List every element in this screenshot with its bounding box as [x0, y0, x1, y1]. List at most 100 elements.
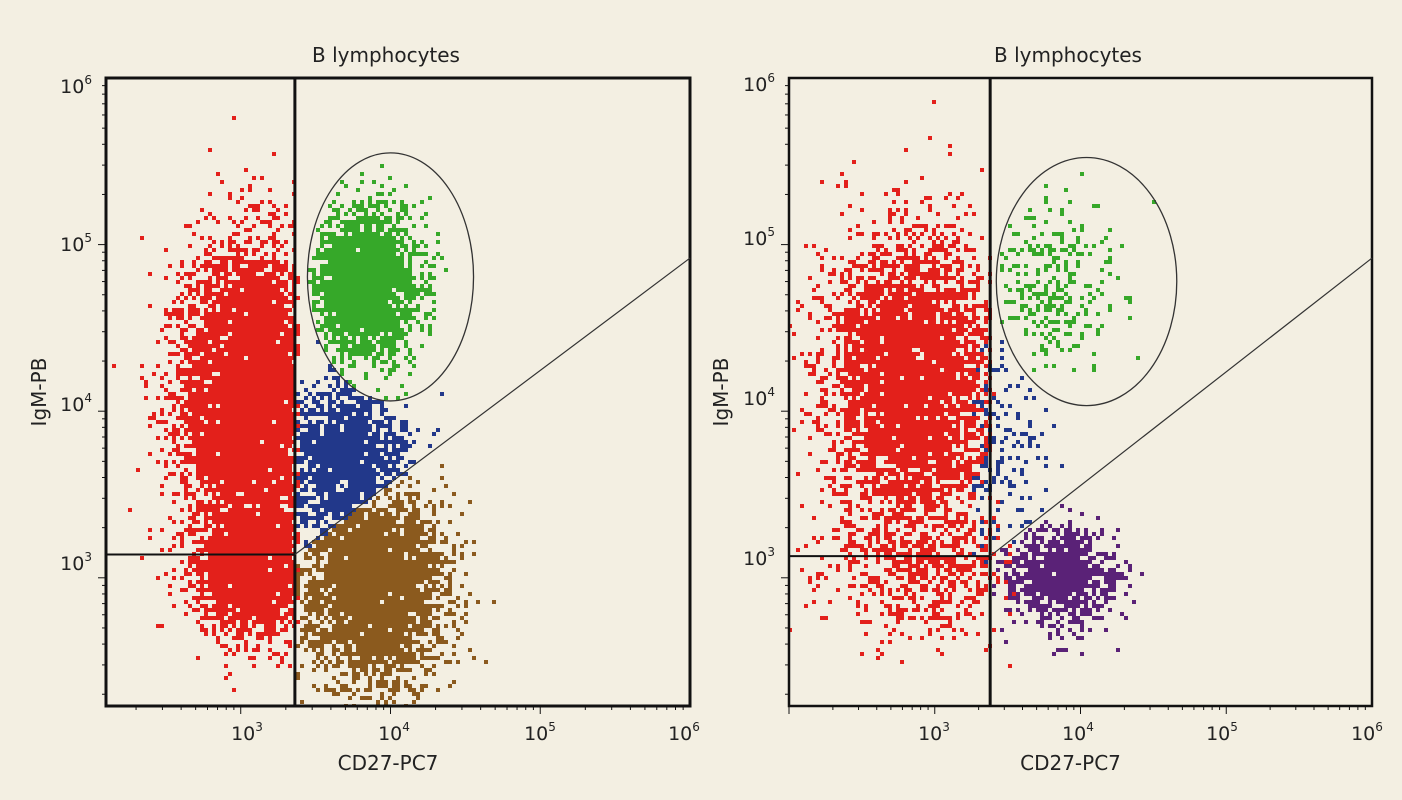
data-point	[260, 408, 264, 412]
data-point	[244, 248, 248, 252]
data-point	[272, 236, 276, 240]
data-point	[220, 544, 224, 548]
data-point	[200, 428, 204, 432]
data-point	[256, 344, 260, 348]
data-point	[160, 548, 164, 552]
data-point	[236, 268, 240, 272]
data-point	[264, 300, 268, 304]
data-point	[212, 264, 216, 268]
data-point	[268, 420, 272, 424]
data-point	[284, 336, 288, 340]
data-point	[224, 488, 228, 492]
data-point	[224, 256, 228, 260]
data-point	[204, 284, 208, 288]
data-point	[272, 252, 276, 256]
data-point	[268, 436, 272, 440]
data-point	[160, 420, 164, 424]
data-point	[216, 480, 220, 484]
data-point	[224, 440, 228, 444]
data-point	[232, 496, 236, 500]
data-point	[168, 360, 172, 364]
data-point	[188, 272, 192, 276]
data-point	[204, 424, 208, 428]
data-point	[200, 236, 204, 240]
data-point	[272, 312, 276, 316]
data-point	[180, 328, 184, 332]
data-point	[236, 524, 240, 528]
data-point	[196, 712, 200, 716]
data-point	[184, 320, 188, 324]
data-point	[200, 404, 204, 408]
data-point	[264, 260, 268, 264]
data-point	[140, 376, 144, 380]
data-point	[200, 448, 204, 452]
data-point	[232, 524, 236, 528]
data-point	[196, 436, 200, 440]
data-point	[184, 468, 188, 472]
data-point	[276, 216, 280, 220]
data-point	[208, 464, 212, 468]
data-point	[272, 416, 276, 420]
data-point	[208, 524, 212, 528]
data-point	[180, 336, 184, 340]
data-point	[256, 276, 260, 280]
data-point	[228, 512, 232, 516]
data-point	[232, 484, 236, 488]
data-point	[220, 388, 224, 392]
data-point	[260, 240, 264, 244]
data-point	[280, 532, 284, 536]
data-point	[264, 396, 268, 400]
data-point	[212, 284, 216, 288]
data-point	[228, 412, 232, 416]
data-point	[140, 556, 144, 560]
data-point	[224, 520, 228, 524]
data-point	[252, 408, 256, 412]
data-point	[176, 324, 180, 328]
data-point	[212, 464, 216, 468]
data-point	[256, 332, 260, 336]
data-point	[192, 528, 196, 532]
data-point	[212, 400, 216, 404]
data-point	[220, 244, 224, 248]
data-point	[284, 436, 288, 440]
data-point	[268, 400, 272, 404]
data-point	[252, 412, 256, 416]
data-point	[248, 472, 252, 476]
data-point	[272, 264, 276, 268]
data-point	[200, 376, 204, 380]
data-point	[296, 404, 300, 408]
data-point	[276, 260, 280, 264]
data-point	[204, 324, 208, 328]
data-point	[220, 260, 224, 264]
data-point	[216, 264, 220, 268]
data-point	[236, 384, 240, 388]
data-point	[248, 300, 252, 304]
data-point	[172, 432, 176, 436]
data-point	[288, 480, 292, 484]
data-point	[228, 492, 232, 496]
data-point	[248, 260, 252, 264]
data-point	[244, 428, 248, 432]
data-point	[184, 356, 188, 360]
data-point	[284, 460, 288, 464]
data-point	[180, 412, 184, 416]
data-point	[236, 472, 240, 476]
data-point	[260, 308, 264, 312]
data-point	[272, 272, 276, 276]
data-point	[264, 484, 268, 488]
data-point	[272, 376, 276, 380]
data-point	[252, 520, 256, 524]
data-point	[188, 508, 192, 512]
data-point	[220, 484, 224, 488]
data-point	[228, 368, 232, 372]
data-point	[216, 384, 220, 388]
data-point	[272, 412, 276, 416]
data-point	[196, 500, 200, 504]
data-point	[204, 372, 208, 376]
data-point	[188, 428, 192, 432]
data-point	[288, 520, 292, 524]
data-point	[268, 504, 272, 508]
data-point	[208, 260, 212, 264]
data-point	[276, 240, 280, 244]
data-point	[196, 412, 200, 416]
